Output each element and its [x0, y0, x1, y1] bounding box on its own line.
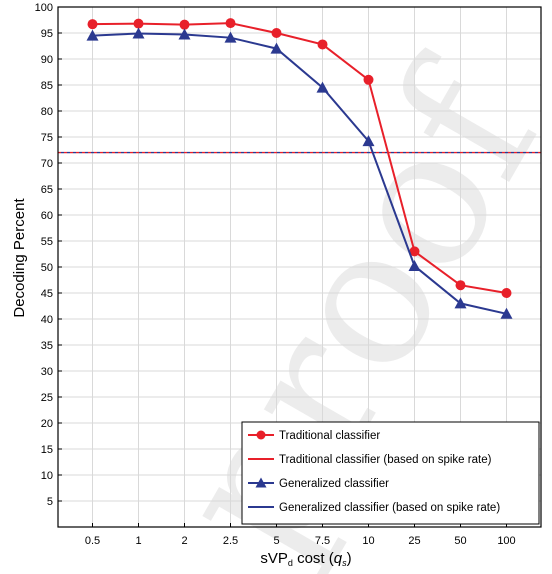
x-tick-label: 5 [273, 535, 279, 547]
y-axis-ticks: 5 10 15 20 25 30 35 40 45 50 55 60 65 70 75 80 85 90 95 100 [35, 2, 62, 508]
y-tick-label: 90 [41, 54, 53, 66]
data-point-triangle [316, 81, 329, 93]
data-point-triangle [362, 135, 375, 147]
y-tick-label: 20 [41, 418, 53, 430]
data-point-triangle [178, 28, 191, 40]
legend-box [241, 421, 540, 525]
x-tick-label: 0.5 [85, 535, 100, 547]
data-point-circle [271, 28, 282, 38]
y-tick-label: 50 [41, 262, 53, 274]
y-tick-label: 85 [41, 80, 53, 92]
x-axis-title: sVPd cost (qs) [260, 550, 351, 568]
x-axis-title-base: sVP [260, 550, 288, 567]
x-axis-title-q: q [334, 550, 343, 567]
data-point-triangle [270, 42, 283, 54]
y-tick-label: 80 [41, 106, 53, 118]
data-point-triangle [408, 259, 421, 271]
y-tick-label: 15 [41, 444, 53, 456]
y-tick-label: 35 [41, 340, 53, 352]
data-point-triangle [86, 29, 99, 41]
y-tick-label: 25 [41, 392, 53, 404]
x-tick-label: 10 [362, 535, 374, 547]
x-tick-label: 2.5 [223, 535, 238, 547]
data-point-circle [225, 18, 236, 29]
series-line [92, 22, 507, 294]
data-point-circle [409, 246, 420, 257]
legend-label: Generalized classifier [279, 478, 389, 490]
x-tick-label: 1 [135, 535, 141, 547]
data-point-circle [455, 280, 466, 291]
legend: Traditional classifier Traditional classi… [241, 421, 540, 525]
legend-marker-triangle [255, 477, 267, 488]
y-tick-label: 55 [41, 236, 53, 248]
x-axis-title-mid: cost ( [293, 550, 334, 567]
data-point-triangle [454, 297, 467, 309]
x-tick-label: 25 [408, 535, 420, 547]
data-point-circle [179, 19, 190, 30]
x-tick-label: 50 [454, 535, 466, 547]
data-point-circle [501, 288, 512, 298]
y-tick-label: 10 [41, 470, 53, 482]
y-tick-label: 65 [41, 184, 53, 196]
x-tick-label: 100 [497, 535, 515, 547]
x-axis-title-end: ) [347, 550, 352, 567]
y-tick-label: 75 [41, 132, 53, 144]
x-tick-label: 7.5 [315, 535, 330, 547]
data-point-circle [133, 18, 144, 29]
data-point-circle [317, 39, 328, 50]
legend-label: Traditional classifier (based on spike r… [279, 454, 492, 466]
y-axis-title: Decoding Percent [11, 198, 28, 318]
x-axis-title-qsub: s [342, 558, 347, 568]
data-series [86, 18, 513, 319]
data-point-triangle [500, 307, 513, 319]
data-point-circle [363, 74, 374, 85]
y-tick-label: 5 [47, 496, 53, 508]
y-tick-label: 30 [41, 366, 53, 378]
y-tick-label: 45 [41, 288, 53, 300]
legend-marker-circle [256, 430, 266, 440]
data-point-circle [87, 19, 98, 30]
y-tick-label: 60 [41, 210, 53, 222]
y-tick-label: 70 [41, 158, 53, 170]
x-axis-ticks: 0.5 1 2 2.5 5 7.5 10 25 50 100 [85, 523, 516, 547]
data-point-triangle [224, 31, 237, 43]
legend-label: Generalized classifier (based on spike r… [279, 502, 500, 514]
series-line [92, 32, 507, 315]
legend-label: Traditional classifier [279, 430, 380, 442]
y-tick-label: 100 [35, 2, 53, 14]
x-tick-label: 2 [181, 535, 187, 547]
x-axis-title-sub: d [288, 558, 293, 568]
data-point-triangle [132, 27, 145, 39]
y-tick-label: 95 [41, 28, 53, 40]
y-tick-label: 40 [41, 314, 53, 326]
